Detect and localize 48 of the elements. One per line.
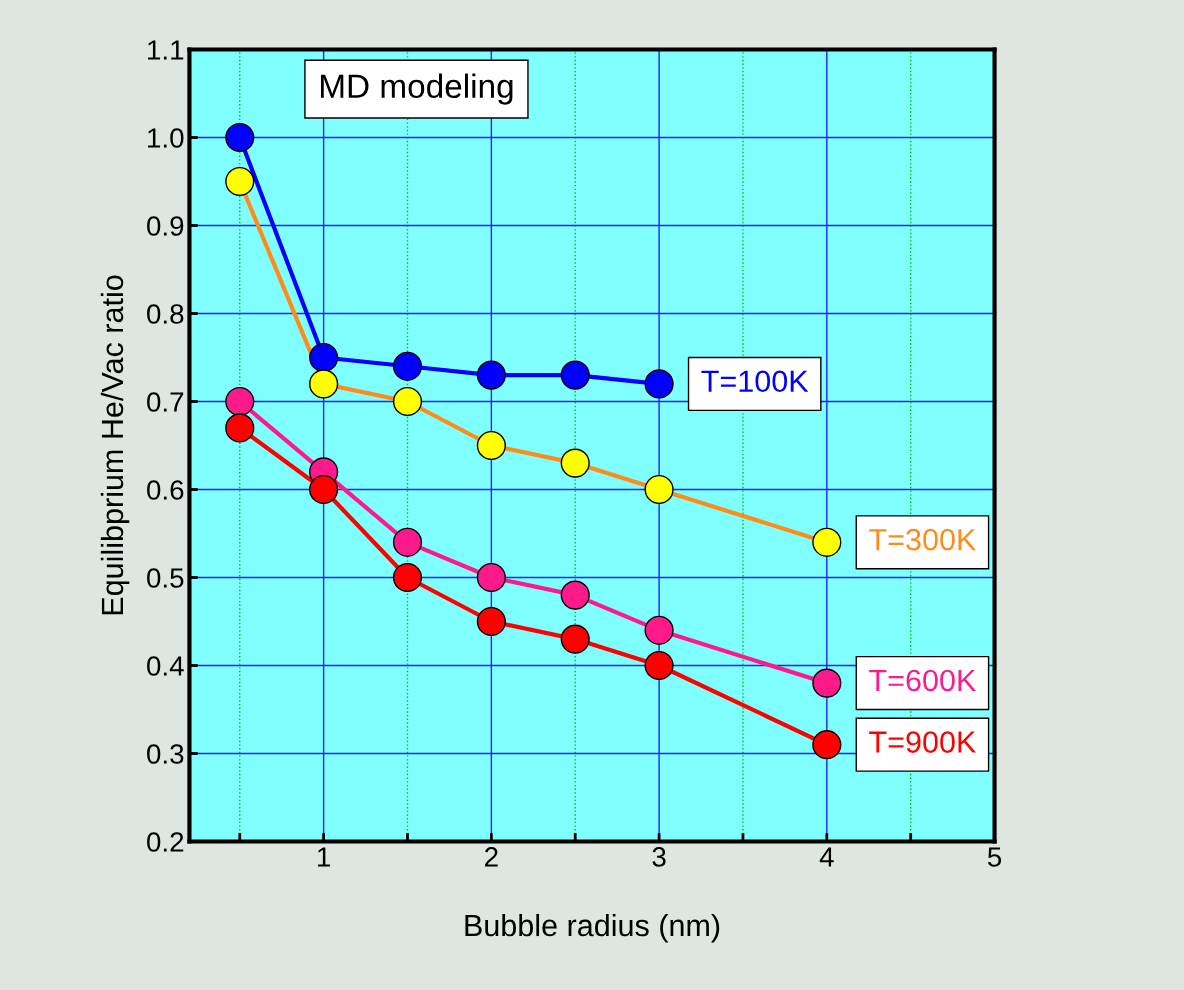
point	[392, 351, 423, 381]
y-tick-label: 0.4	[147, 656, 184, 676]
y-tick-label: 1.0	[148, 128, 184, 148]
x-tick-label: 1	[318, 847, 330, 867]
point	[225, 166, 255, 197]
point	[392, 386, 423, 417]
point	[476, 430, 506, 461]
point	[309, 369, 339, 399]
x-axis-title: Bubble radius (nm)	[465, 913, 720, 943]
y-tick-label: 0.2	[147, 832, 184, 852]
y-tick-label: 0.7	[147, 392, 184, 412]
x-tick-label: 3	[652, 847, 666, 867]
point	[476, 360, 506, 390]
y-tick-label: 0.9	[147, 216, 184, 236]
point	[812, 668, 842, 698]
y-tick-label: 0.3	[147, 744, 184, 764]
series-label: T=900K	[869, 731, 977, 753]
point	[225, 413, 255, 443]
point	[560, 624, 590, 654]
y-axis-title: Equilibprium He/Vac ratio	[100, 275, 130, 615]
point	[476, 606, 506, 637]
series-label: T=100K	[701, 370, 809, 393]
point	[309, 342, 339, 373]
y-tick-label: 0.8	[147, 304, 184, 324]
point	[476, 562, 506, 593]
point	[560, 580, 590, 610]
x-tick-label: 5	[987, 847, 1002, 867]
annotation: MD modeling	[320, 73, 513, 105]
point	[392, 562, 423, 593]
point	[812, 527, 842, 557]
y-tick-label: 0.6	[147, 480, 184, 500]
series-label: T=300K	[869, 528, 977, 551]
point	[225, 386, 255, 417]
series-label: T=600K	[869, 669, 977, 692]
point	[392, 527, 423, 557]
x-tick-label: 4	[819, 847, 834, 867]
point	[812, 730, 842, 760]
y-tick-label: 0.5	[147, 568, 184, 588]
point	[644, 650, 674, 681]
point	[644, 369, 674, 399]
point	[225, 122, 255, 153]
point	[560, 360, 590, 390]
x-tick-label: 2	[485, 847, 498, 867]
point	[309, 474, 339, 505]
point	[644, 474, 674, 505]
point	[560, 448, 590, 478]
y-tick-label: 1.1	[148, 40, 184, 60]
point	[644, 615, 674, 645]
